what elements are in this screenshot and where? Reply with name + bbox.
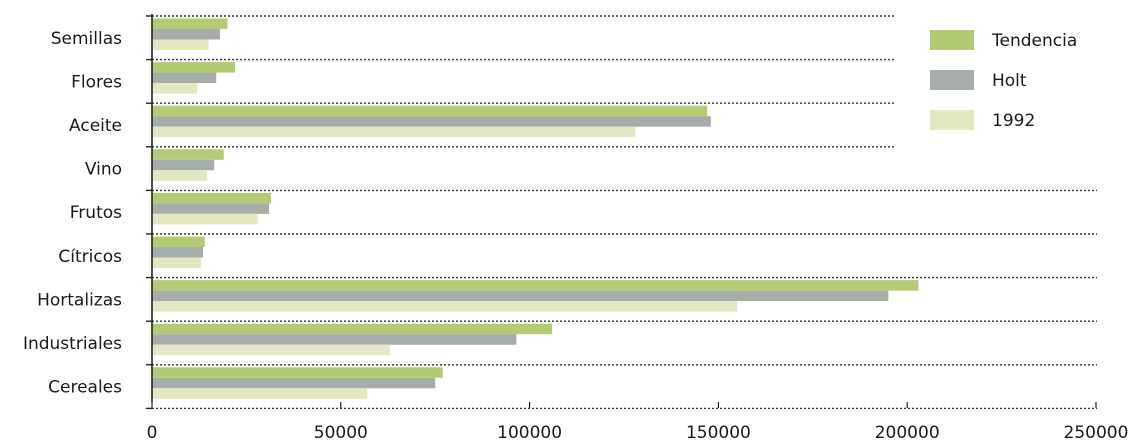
bar [152, 344, 390, 356]
bar [152, 388, 368, 399]
x-tick-label: 250000 [1064, 423, 1129, 443]
bar [152, 290, 889, 302]
category-label: Semillas [51, 29, 122, 49]
bar [152, 213, 258, 225]
x-tick-label: 100000 [497, 423, 562, 443]
category-label: Hortalizas [37, 290, 122, 310]
bar [152, 72, 217, 84]
legend-swatch [930, 30, 974, 50]
bar [152, 280, 919, 291]
category-label: Frutos [70, 203, 122, 223]
legend-swatch [930, 70, 974, 90]
bar [152, 170, 207, 181]
bar [152, 203, 270, 214]
category-label: Vino [85, 160, 122, 180]
legend-swatch [930, 110, 974, 130]
bar [152, 83, 198, 94]
bar [152, 105, 708, 117]
bar [152, 159, 215, 171]
category-label: Aceite [69, 116, 122, 136]
bar [152, 377, 436, 389]
bar [152, 334, 517, 345]
bar [152, 149, 224, 160]
bar [152, 367, 443, 378]
legend-label: Holt [992, 71, 1027, 91]
category-label: Cítricos [58, 247, 122, 267]
bar [152, 323, 553, 335]
x-tick-label: 150000 [686, 423, 751, 443]
bar [152, 39, 209, 50]
category-label: Cereales [48, 378, 122, 398]
bar [152, 257, 202, 268]
legend-label: 1992 [992, 111, 1035, 131]
legend-label: Tendencia [991, 31, 1077, 51]
bar [152, 116, 711, 127]
bar [152, 192, 271, 204]
bar [152, 62, 236, 73]
bar [152, 18, 228, 29]
bar [152, 29, 220, 40]
bar [152, 247, 203, 258]
x-tick-label: 50000 [314, 423, 368, 443]
category-label: Flores [71, 72, 122, 92]
bar [152, 126, 636, 138]
x-tick-label: 0 [147, 423, 158, 443]
category-label: Industriales [23, 334, 122, 354]
x-tick-label: 200000 [875, 423, 940, 443]
bar [152, 301, 738, 312]
bar [152, 236, 205, 247]
